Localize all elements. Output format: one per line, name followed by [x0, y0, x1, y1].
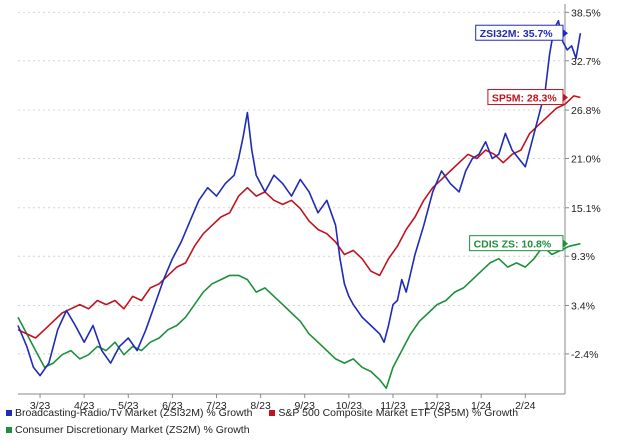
x-tick-label: 1/24 [471, 400, 492, 412]
y-tick-label: 32.7% [571, 56, 601, 68]
y-tick-label: 26.8% [571, 105, 601, 117]
y-tick-label: 15.1% [571, 203, 601, 215]
x-axis: 3/23 4/23 5/23 6/23 7/23 8/23 9/23 10/23 11/23 12… [30, 394, 536, 412]
end-label-text: SP5M: 28.3% [492, 93, 557, 105]
series-line-0 [17, 19, 582, 377]
legend-label-zs2m: Consumer Discretionary Market (ZS2M) % G… [15, 424, 250, 436]
legend-swatch-blue [6, 410, 12, 416]
legend-row-1: Broadcasting-Radio/Tv Market (ZSI32M) % … [6, 407, 532, 419]
legend-label-zsi32m: Broadcasting-Radio/Tv Market (ZSI32M) % … [15, 407, 253, 419]
x-tick-label: 6/23 [162, 400, 183, 412]
legend-item-zsi32m: Broadcasting-Radio/Tv Market (ZSI32M) % … [6, 407, 253, 419]
x-tick-label: 8/23 [250, 400, 271, 412]
y-axis: 38.5% 32.7% 26.8% 21.0% 15.1% 9.3% 3.4% -2.4% [565, 7, 601, 361]
grid [18, 4, 566, 395]
series-line-1 [17, 95, 581, 339]
end-label-text: ZSI32M: 35.7% [480, 28, 554, 40]
x-tick-label: 9/23 [295, 400, 316, 412]
y-tick-label: 21.0% [571, 153, 601, 165]
y-tick-label: 9.3% [571, 251, 595, 263]
legend-row-2: Consumer Discretionary Market (ZS2M) % G… [6, 424, 264, 436]
legend-label-sp5m: S&P 500 Composite Market ETF (SP5M) % Gr… [278, 407, 519, 419]
legend-item-zs2m: Consumer Discretionary Market (ZS2M) % G… [6, 424, 250, 436]
series-lines [17, 19, 582, 389]
end-label-pointer [563, 239, 568, 248]
x-tick-label: 10/23 [336, 400, 362, 412]
x-tick-label: 4/23 [74, 400, 95, 412]
x-tick-label: 5/23 [118, 400, 139, 412]
series-line-2 [17, 242, 581, 389]
x-tick-label: 7/23 [206, 400, 227, 412]
y-tick-label: 38.5% [571, 7, 601, 19]
y-tick-label: 3.4% [571, 300, 595, 312]
x-tick-label: 11/23 [380, 400, 406, 412]
legend-swatch-green [6, 427, 12, 433]
y-tick-label: -2.4% [571, 349, 598, 361]
end-label-pointer [563, 29, 568, 38]
x-tick-label: 3/23 [30, 400, 51, 412]
end-labels: ZSI32M: 35.7% SP5M: 28.3% CDIS ZS: 10.8% [469, 24, 568, 252]
legend-item-sp5m: S&P 500 Composite Market ETF (SP5M) % Gr… [269, 407, 518, 419]
end-label-pointer [563, 93, 568, 102]
x-tick-label: 2/24 [515, 400, 536, 412]
legend-swatch-red [269, 410, 276, 416]
end-label-text: CDIS ZS: 10.8% [474, 239, 552, 251]
x-tick-label: 12/23 [424, 400, 450, 412]
